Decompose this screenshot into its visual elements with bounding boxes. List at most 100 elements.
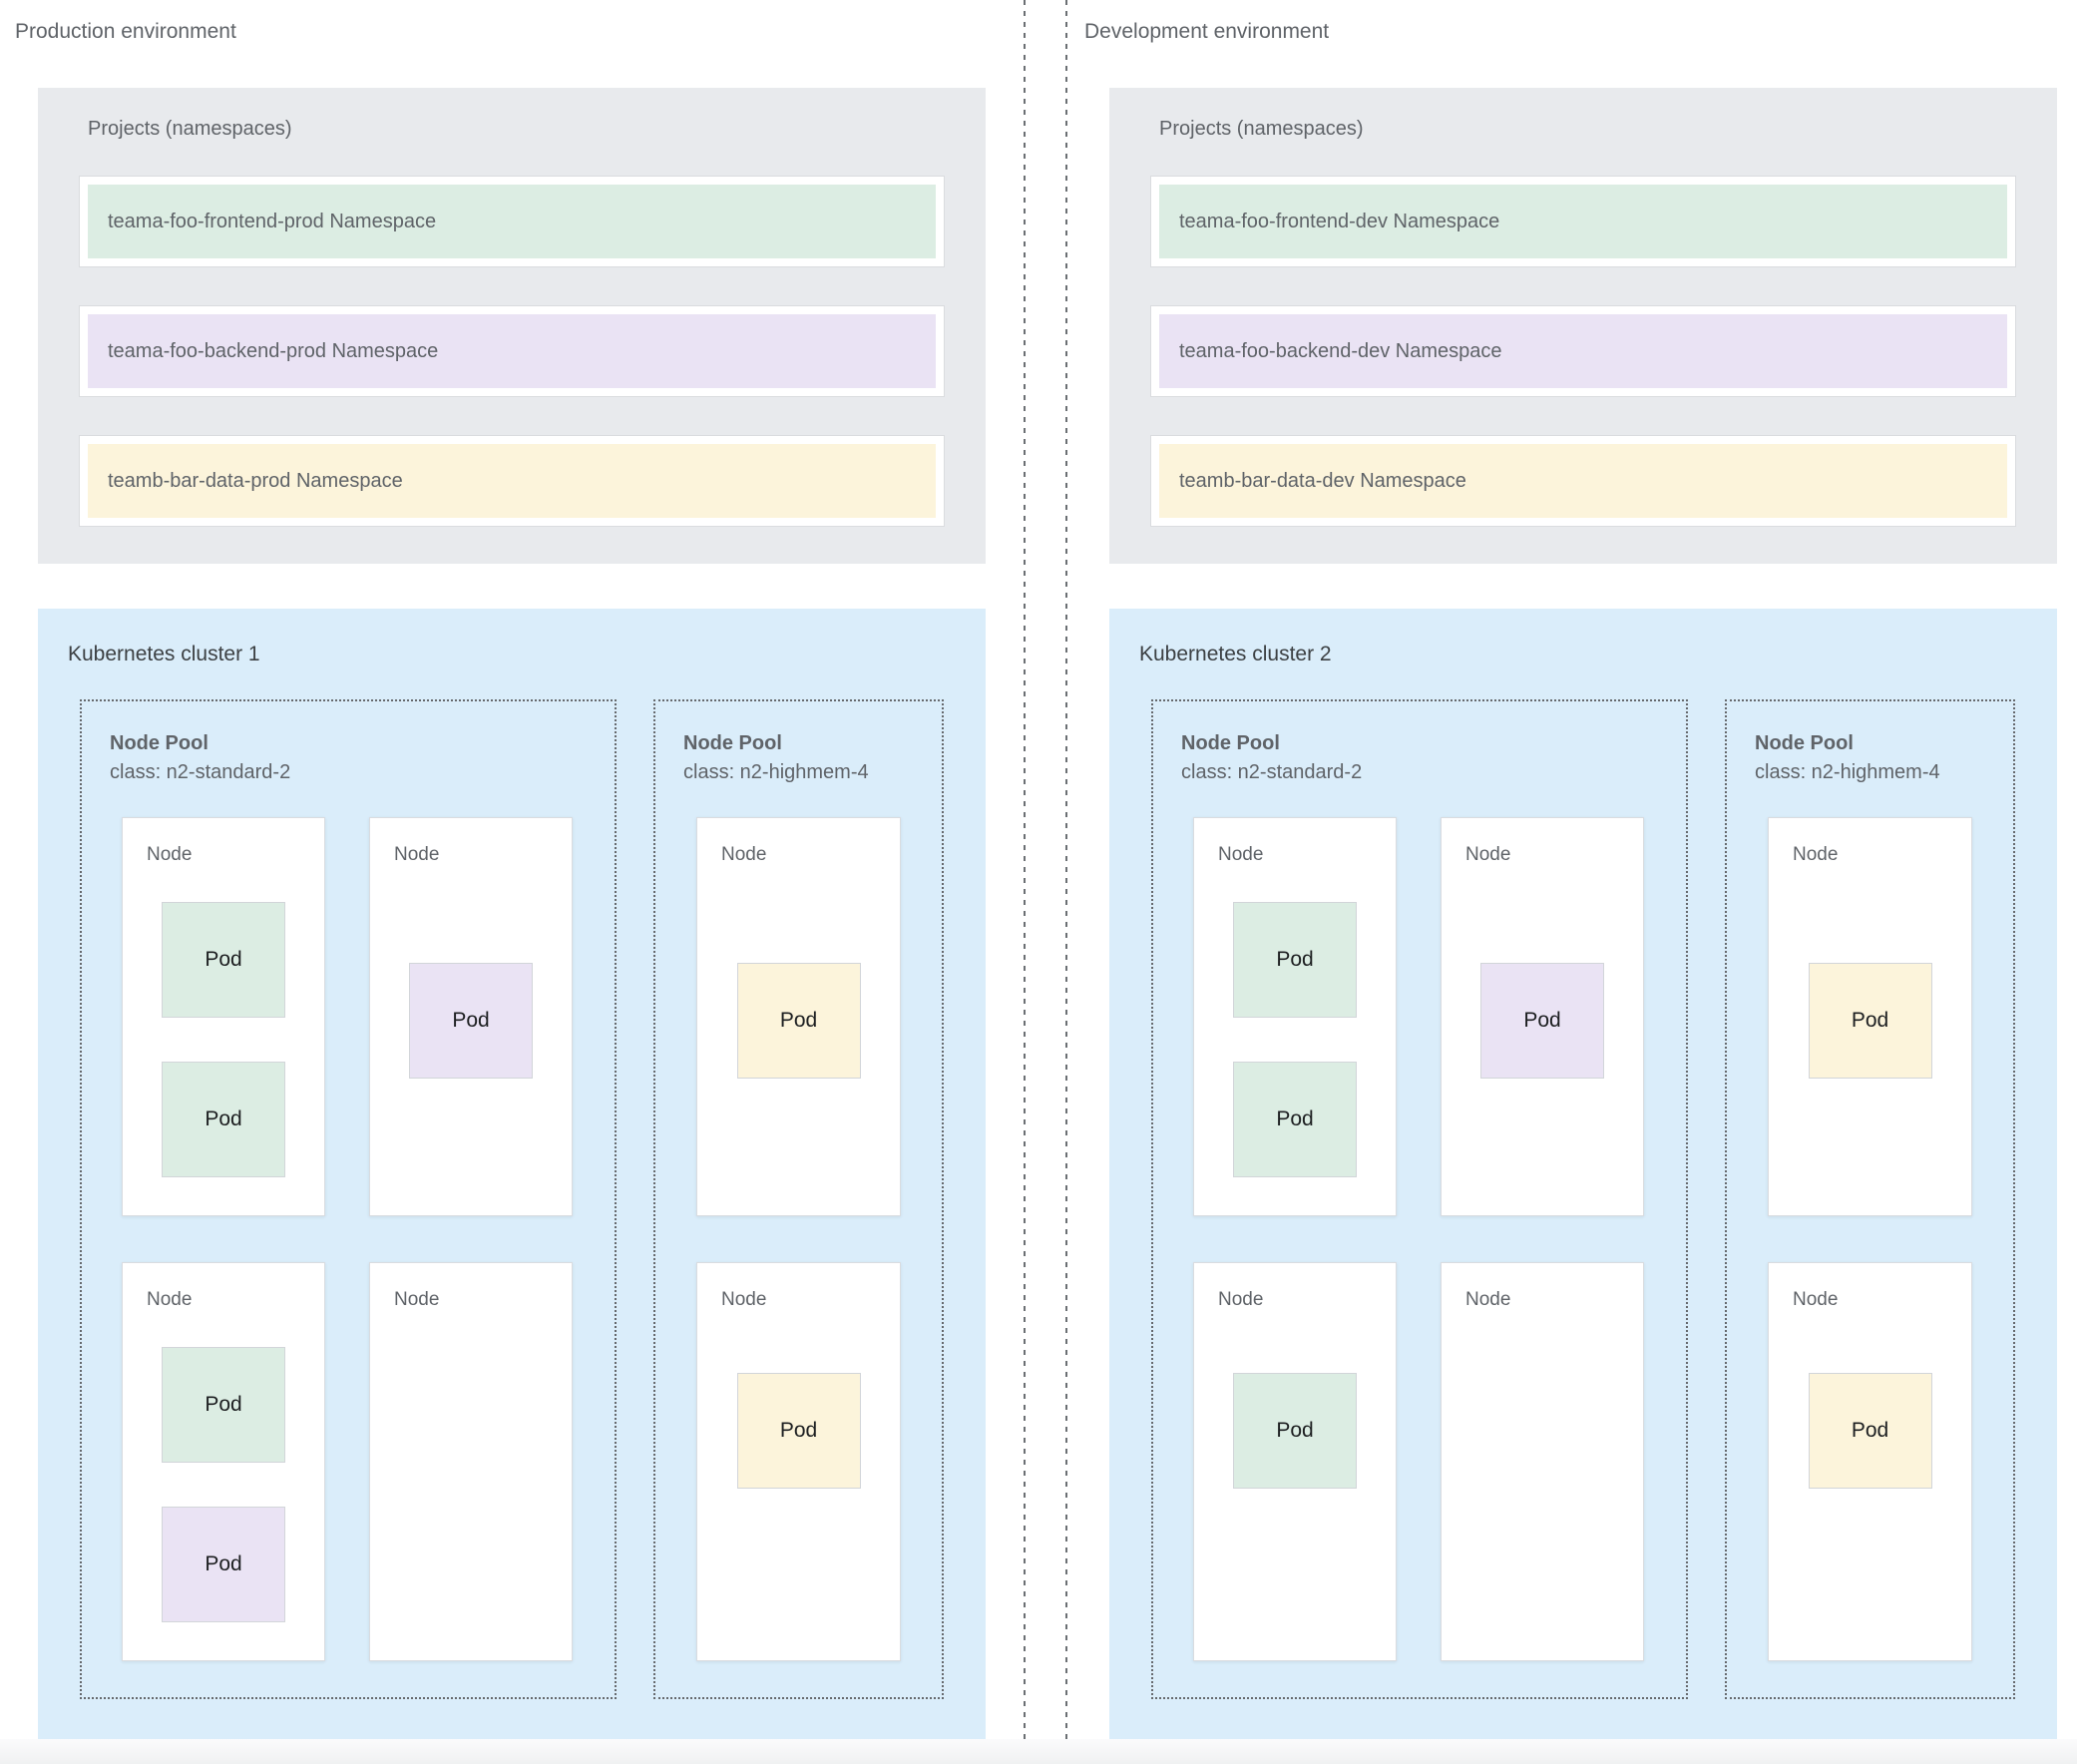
pod-label: Pod — [1276, 948, 1314, 971]
namespace-list: teama-foo-frontend-dev Namespace teama-f… — [1151, 177, 2015, 526]
pod-box: Pod — [162, 1062, 285, 1177]
pod-box: Pod — [162, 902, 285, 1018]
pod-label: Pod — [205, 948, 242, 971]
pod-label: Pod — [1523, 1009, 1561, 1032]
pod-list: Pod — [1769, 1263, 1971, 1660]
node-box: Node — [369, 1262, 573, 1661]
pod-box: Pod — [409, 963, 533, 1079]
node-pool: Node Pool class: n2-standard-2 Node Pod — [1151, 699, 1688, 1699]
environment-divider-dotted-line-left — [1024, 0, 1026, 1764]
production-environment-section: Production environment Projects (namespa… — [15, 0, 986, 1764]
projects-panel-title: Projects (namespaces) — [88, 118, 292, 140]
node-pool-title: Node Pool — [1755, 732, 1854, 754]
pod-label: Pod — [779, 1009, 818, 1032]
pod-box: Pod — [1233, 902, 1357, 1018]
cluster-panel: Kubernetes cluster 1 Node Pool class: n2… — [38, 609, 986, 1739]
pod-box: Pod — [1808, 963, 1932, 1079]
namespace-row: teama-foo-frontend-prod Namespace — [80, 177, 944, 266]
pod-label: Pod — [1851, 1009, 1889, 1032]
pod-box: Pod — [162, 1347, 285, 1463]
pod-list: Pod — [697, 1263, 900, 1660]
node-pool-title: Node Pool — [1181, 732, 1280, 754]
pod-label: Pod — [779, 1419, 818, 1442]
namespace-label: teama-foo-backend-dev Namespace — [1179, 339, 1502, 362]
node-label: Node — [721, 844, 767, 865]
namespace-label: teama-foo-frontend-prod Namespace — [108, 210, 437, 232]
namespace-row: teama-foo-frontend-dev Namespace — [1151, 177, 2015, 266]
projects-panel: Projects (namespaces) teama-foo-frontend… — [1109, 88, 2057, 564]
node-label: Node — [1218, 844, 1264, 865]
namespace-label: teama-foo-backend-prod Namespace — [108, 339, 439, 362]
node-box: Node Pod — [696, 1262, 901, 1661]
pod-label: Pod — [1851, 1419, 1889, 1442]
node-box: Node Pod Pod — [122, 1262, 325, 1661]
node-label: Node — [1465, 1289, 1511, 1310]
pod-label: Pod — [205, 1393, 242, 1416]
cluster-panel: Kubernetes cluster 2 Node Pool class: n2… — [1109, 609, 2057, 1739]
pod-list: Pod Pod — [1194, 818, 1396, 1215]
node-label: Node — [1793, 844, 1839, 865]
node-grid: Node Pod Pod Node — [1193, 817, 1686, 1661]
pod-list: Pod — [370, 818, 572, 1215]
node-pool-header: Node Pool class: n2-highmem-4 — [683, 729, 942, 787]
pod-label: Pod — [205, 1552, 242, 1575]
pod-label: Pod — [1276, 1107, 1314, 1130]
node-pool-class: class: n2-highmem-4 — [683, 761, 869, 783]
pod-list: Pod Pod — [123, 1263, 324, 1660]
environment-title: Development environment — [1084, 20, 1330, 43]
namespace-row: teama-foo-backend-prod Namespace — [80, 306, 944, 396]
node-pool-list: Node Pool class: n2-standard-2 Node Pod — [1151, 699, 2057, 1699]
node-label: Node — [147, 1289, 193, 1310]
pod-box: Pod — [1233, 1373, 1357, 1489]
projects-panel: Projects (namespaces) teama-foo-frontend… — [38, 88, 986, 564]
node-box: Node Pod — [1193, 1262, 1397, 1661]
node-box: Node Pod — [369, 817, 573, 1216]
namespace-row: teamb-bar-data-prod Namespace — [80, 436, 944, 526]
pod-box: Pod — [1480, 963, 1604, 1079]
node-pool: Node Pool class: n2-highmem-4 Node Pod — [1725, 699, 2015, 1699]
namespace-label: teamb-bar-data-dev Namespace — [1179, 469, 1466, 492]
node-label: Node — [1465, 844, 1511, 865]
node-pool-header: Node Pool class: n2-highmem-4 — [1755, 729, 2013, 787]
node-pool: Node Pool class: n2-standard-2 Node Pod — [80, 699, 617, 1699]
pod-list: Pod Pod — [123, 818, 324, 1215]
cluster-title: Kubernetes cluster 2 — [1139, 643, 1332, 665]
node-box: Node Pod — [1441, 817, 1644, 1216]
pod-label: Pod — [1276, 1419, 1314, 1442]
node-pool-class: class: n2-standard-2 — [110, 761, 291, 783]
node-label: Node — [1793, 1289, 1839, 1310]
node-label: Node — [1218, 1289, 1264, 1310]
pod-label: Pod — [205, 1107, 242, 1130]
pod-label: Pod — [452, 1009, 490, 1032]
cluster-title: Kubernetes cluster 1 — [68, 643, 260, 665]
pod-list: Pod — [1442, 818, 1643, 1215]
node-pool-header: Node Pool class: n2-standard-2 — [110, 729, 615, 787]
node-label: Node — [394, 844, 440, 865]
pod-box: Pod — [1233, 1062, 1357, 1177]
namespace-row: teamb-bar-data-dev Namespace — [1151, 436, 2015, 526]
namespace-row: teama-foo-backend-dev Namespace — [1151, 306, 2015, 396]
projects-panel-title: Projects (namespaces) — [1159, 118, 1364, 140]
node-grid: Node Pod Node Pod — [1768, 817, 2013, 1661]
pod-list: Pod — [1194, 1263, 1396, 1660]
node-grid: Node Pod Pod Node — [122, 817, 615, 1661]
node-pool-title: Node Pool — [110, 732, 208, 754]
development-environment-section: Development environment Projects (namesp… — [1084, 0, 2057, 1764]
node-label: Node — [147, 844, 193, 865]
node-box: Node Pod Pod — [122, 817, 325, 1216]
pod-list: Pod — [1769, 818, 1971, 1215]
node-box: Node Pod Pod — [1193, 817, 1397, 1216]
namespace-label: teama-foo-frontend-dev Namespace — [1179, 210, 1500, 232]
namespace-label: teamb-bar-data-prod Namespace — [108, 469, 403, 492]
node-box: Node Pod — [1768, 1262, 1972, 1661]
page-bottom-strip — [0, 1739, 2077, 1764]
node-pool-list: Node Pool class: n2-standard-2 Node Pod — [80, 699, 986, 1699]
node-label: Node — [394, 1289, 440, 1310]
node-pool: Node Pool class: n2-highmem-4 Node Pod — [653, 699, 944, 1699]
node-box: Node Pod — [696, 817, 901, 1216]
namespace-list: teama-foo-frontend-prod Namespace teama-… — [80, 177, 944, 526]
node-grid: Node Pod Node Pod — [696, 817, 942, 1661]
node-pool-header: Node Pool class: n2-standard-2 — [1181, 729, 1686, 787]
node-box: Node — [1441, 1262, 1644, 1661]
